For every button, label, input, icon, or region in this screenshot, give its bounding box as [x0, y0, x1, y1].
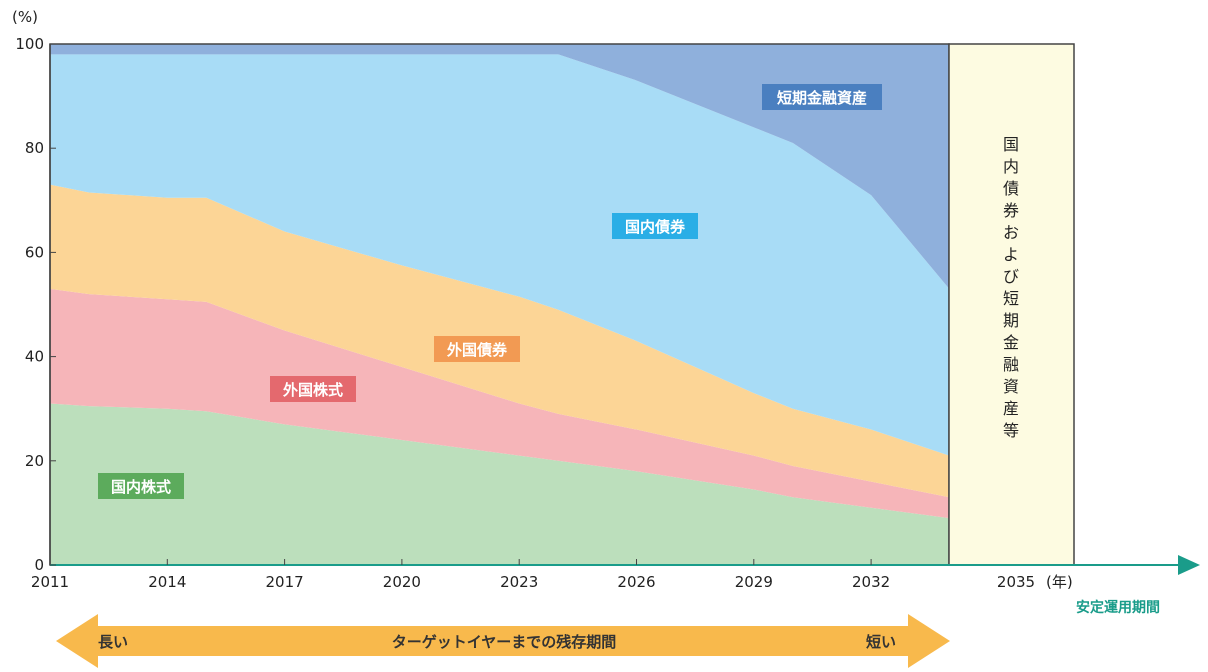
y-tick-label: 60	[25, 243, 44, 261]
area-series-0	[50, 403, 950, 565]
x-axis-arrowhead	[1178, 555, 1200, 575]
series-tag-label: 外国債券	[446, 341, 508, 359]
y-tick-label: 0	[34, 556, 44, 574]
series-tags: 国内株式 外国株式 外国債券 国内債券 短期金融資産	[98, 84, 882, 499]
y-tick-label: 80	[25, 139, 44, 157]
series-tag-box	[434, 336, 520, 362]
area-layers	[50, 44, 950, 565]
series-tag-box	[762, 84, 882, 110]
series-tag-box	[612, 213, 698, 239]
x-tick-label: 2029	[735, 573, 773, 591]
series-tag-label: 外国株式	[282, 381, 343, 399]
x-tick-label: 2032	[852, 573, 890, 591]
y-tick-labels: 0 20 40 60 80 100	[15, 35, 56, 574]
y-tick-label: 100	[15, 35, 44, 53]
stable-period-band	[948, 43, 1075, 566]
x-tick-label: 2020	[383, 573, 421, 591]
x-tick-label: 2035	[997, 573, 1035, 591]
long-label: 長い	[98, 633, 128, 651]
stable-band-label: 国内債券および短期金融資産等	[1003, 135, 1019, 440]
short-label: 短い	[866, 633, 896, 651]
x-tick-label: 2011	[31, 573, 69, 591]
x-tick-labels: 2011 2014 2017 2020 2023 2026 2029 2032 2035	[31, 559, 1035, 591]
remaining-period-arrow	[56, 614, 950, 668]
series-tag-box	[270, 376, 356, 402]
area-series-3	[50, 54, 950, 456]
series-tag-label: 国内株式	[111, 478, 171, 496]
stable-period-label: 安定運用期間	[1076, 599, 1160, 616]
x-tick-label: 2023	[500, 573, 538, 591]
series-tag-label: 短期金融資産	[777, 89, 867, 107]
y-axis-unit-label: (%)	[12, 8, 38, 26]
stable-band-text: 国内債券および短期金融資産等	[1003, 135, 1019, 440]
x-tick-label: 2017	[266, 573, 304, 591]
series-tag-label: 国内債券	[625, 218, 686, 236]
y-tick-label: 40	[25, 348, 44, 366]
series-tag-box	[98, 473, 184, 499]
x-tick-label: 2014	[148, 573, 186, 591]
remaining-period-label: ターゲットイヤーまでの残存期間	[392, 633, 617, 651]
area-series-1	[50, 288, 950, 519]
area-series-4	[50, 44, 950, 289]
y-tick-label: 20	[25, 452, 44, 470]
x-axis-unit-label: (年)	[1046, 573, 1073, 591]
x-tick-label: 2026	[617, 573, 655, 591]
